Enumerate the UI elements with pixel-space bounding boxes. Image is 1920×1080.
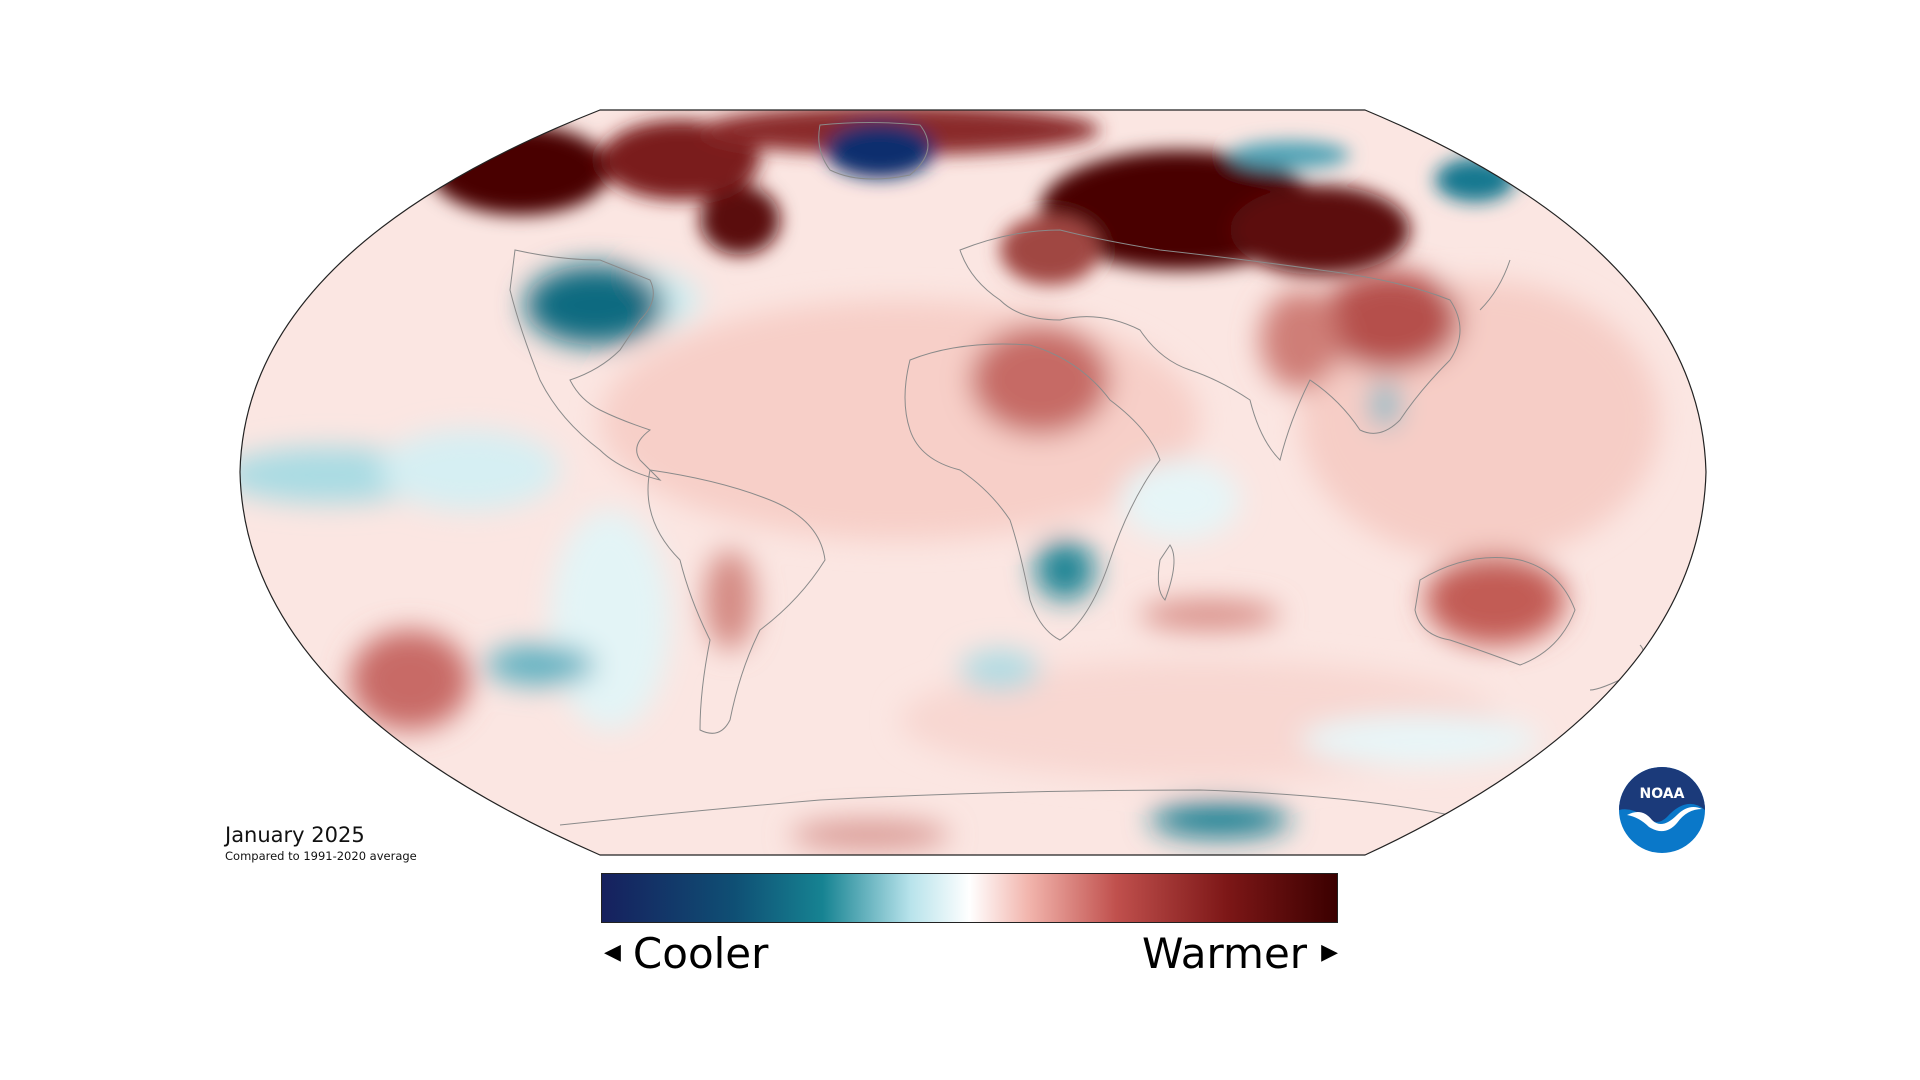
right-triangle-icon: ▶ [1321,939,1338,965]
map-subtitle: Compared to 1991-2020 average [225,849,417,863]
noaa-logo-text: NOAA [1640,786,1685,802]
noaa-logo-icon: NOAA [1617,765,1707,855]
left-triangle-icon: ◀ [604,939,621,965]
color-scale-bar [601,873,1338,923]
legend-cooler-label: Cooler [632,929,769,978]
anomaly-field [240,110,1706,855]
legend-warmer: Warmer ▶ [1142,928,1338,983]
color-scale-gradient [602,874,1337,922]
map-title: January 2025 [225,823,365,847]
legend-warmer-label: Warmer [1141,929,1308,978]
coastlines [509,122,1644,826]
map-caption: January 2025 Compared to 1991-2020 avera… [225,822,417,864]
globe-outline [239,109,1707,856]
legend-cooler: ◀ Cooler [604,928,768,983]
